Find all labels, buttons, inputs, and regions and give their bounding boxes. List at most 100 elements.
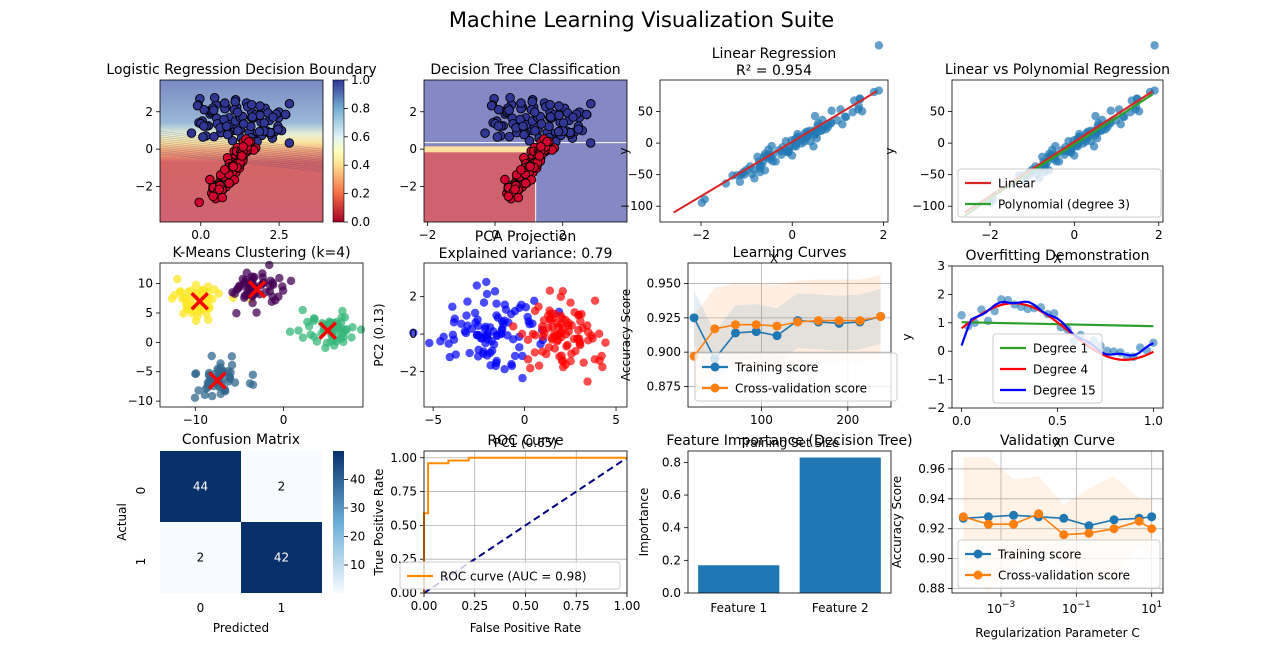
polyreg-point bbox=[1116, 120, 1125, 129]
validation-frame bbox=[951, 450, 1164, 594]
kmeans-point bbox=[294, 326, 303, 335]
pca-point-class1 bbox=[594, 329, 604, 338]
pca-point-class1 bbox=[546, 315, 555, 324]
validation-ylabel: Accuracy Score bbox=[890, 476, 904, 568]
kmeans-point bbox=[303, 317, 312, 327]
pca-point-class0 bbox=[500, 364, 509, 374]
pca-point-class1 bbox=[556, 292, 566, 302]
kmeans-point bbox=[265, 260, 274, 270]
validation-train-marker bbox=[983, 512, 993, 522]
pca-point-class0 bbox=[445, 352, 455, 362]
tree-point-class1 bbox=[500, 174, 510, 185]
tree-point-class0 bbox=[516, 98, 526, 108]
validation-legend-marker bbox=[973, 570, 983, 580]
pca-point-class0 bbox=[409, 328, 418, 337]
kmeans-point bbox=[203, 378, 212, 388]
suite-title: Machine Learning Visualization Suite bbox=[448, 8, 835, 32]
pca-point-class0 bbox=[481, 339, 490, 348]
importance-chart: Feature 1 Feature 2 0.0 0.2 0.4 0.6 0.8 Feature… bbox=[637, 433, 913, 615]
tree-ytick-label: 2 bbox=[409, 105, 417, 119]
logreg-point-class1 bbox=[194, 197, 204, 208]
overfit-legend-label: Degree 4 bbox=[1033, 363, 1088, 377]
logreg-point-class1 bbox=[214, 184, 225, 194]
kmeans-point bbox=[227, 352, 237, 361]
confusion-xtick-label: 0 bbox=[197, 601, 205, 615]
roc-frame bbox=[423, 450, 628, 594]
polyreg-ytick-label: −100 bbox=[912, 199, 945, 213]
kmeans-point bbox=[183, 287, 193, 297]
tree-point-class0 bbox=[504, 131, 515, 142]
logreg-point-class1 bbox=[205, 174, 215, 185]
tree-point-class1 bbox=[516, 164, 526, 175]
overfit-legend-label: Degree 15 bbox=[1033, 384, 1096, 398]
pca-xtick-label: 0 bbox=[521, 413, 529, 427]
kmeans-ytick-label: −5 bbox=[135, 365, 153, 379]
logreg-point-class0 bbox=[268, 112, 278, 122]
polyreg-point bbox=[1092, 134, 1102, 143]
linreg-point bbox=[838, 120, 847, 129]
pca-point-class1 bbox=[601, 338, 610, 347]
polyreg-legend-label: Linear bbox=[998, 177, 1035, 191]
confusion-ytick-label: 0 bbox=[134, 487, 148, 495]
pca-point-class0 bbox=[497, 329, 506, 338]
pca-point-class1 bbox=[577, 309, 586, 319]
pca-point-class1 bbox=[530, 306, 540, 316]
pca-point-class1 bbox=[552, 318, 562, 328]
pca-point-class1 bbox=[528, 329, 538, 339]
pca-point-class1 bbox=[570, 308, 579, 317]
kmeans-chart: −10 0 −10 −5 0 5 10 K-Means Clustering (k=4) bbox=[128, 245, 366, 427]
linreg-xtick-label: −2 bbox=[692, 228, 710, 242]
roc-title: ROC Curve bbox=[487, 433, 563, 449]
logreg-point-class1 bbox=[228, 161, 239, 172]
linreg-ytick-label: −100 bbox=[620, 199, 653, 213]
learning-legend-marker bbox=[710, 383, 720, 393]
pca-point-class1 bbox=[523, 335, 533, 345]
logreg-point-class0 bbox=[198, 132, 208, 142]
overfit-ylabel: y bbox=[900, 333, 914, 340]
kmeans-point bbox=[182, 304, 192, 314]
roc-chance-line bbox=[423, 456, 628, 594]
pca-ytick-label: −2 bbox=[399, 364, 417, 378]
pca-point-class0 bbox=[515, 303, 524, 313]
kmeans-ytick-label: 10 bbox=[138, 277, 153, 291]
linreg-point bbox=[812, 134, 822, 143]
validation-ytick-label: 0.92 bbox=[918, 522, 945, 536]
learning-train-marker bbox=[772, 331, 782, 341]
kmeans-title: K-Means Clustering (k=4) bbox=[172, 245, 350, 261]
roc-legend bbox=[399, 561, 621, 590]
importance-ytick-label: 0.4 bbox=[662, 521, 681, 535]
pca-point-class1 bbox=[561, 360, 570, 369]
polyreg-xtick-label: 0 bbox=[1071, 228, 1079, 242]
kmeans-point bbox=[338, 306, 347, 316]
pca-point-class0 bbox=[518, 373, 527, 383]
confusion-cell bbox=[241, 451, 322, 522]
pca-point-class0 bbox=[444, 339, 453, 348]
logreg-colorbar-label: 1.0 bbox=[351, 73, 370, 87]
logreg-point-class0 bbox=[254, 126, 265, 137]
validation-title: Validation Curve bbox=[1000, 433, 1115, 449]
learning-cv-line bbox=[693, 315, 881, 357]
validation-ytick-label: 0.96 bbox=[918, 462, 945, 476]
validation-xtick-label: 101 bbox=[1141, 600, 1162, 616]
pca-point-class1 bbox=[571, 346, 580, 356]
pca-subtitle: Explained variance: 0.79 bbox=[439, 246, 613, 262]
logreg-point-class0 bbox=[238, 119, 249, 129]
learning-ylabel: Accuracy Score bbox=[619, 289, 633, 381]
pca-point-class1 bbox=[542, 349, 551, 359]
pca-xtick-label: 5 bbox=[612, 413, 620, 427]
validation-cv-marker bbox=[1034, 509, 1044, 519]
validation-legend-label: Cross-validation score bbox=[998, 569, 1130, 583]
validation-train-marker bbox=[1009, 510, 1019, 520]
kmeans-point bbox=[286, 276, 296, 286]
learning-cv-marker bbox=[731, 320, 741, 330]
overfit-ytick-label: −2 bbox=[927, 401, 945, 415]
tree-point-class0 bbox=[504, 105, 514, 115]
linreg-point bbox=[791, 142, 801, 151]
logreg-point-class0 bbox=[255, 110, 265, 121]
kmeans-ytick-label: 5 bbox=[145, 306, 153, 320]
kmeans-xtick-label: −10 bbox=[183, 413, 208, 427]
polyreg-point bbox=[1150, 41, 1159, 50]
validation-cv-marker bbox=[983, 519, 993, 529]
logreg-point-class0 bbox=[199, 121, 209, 131]
